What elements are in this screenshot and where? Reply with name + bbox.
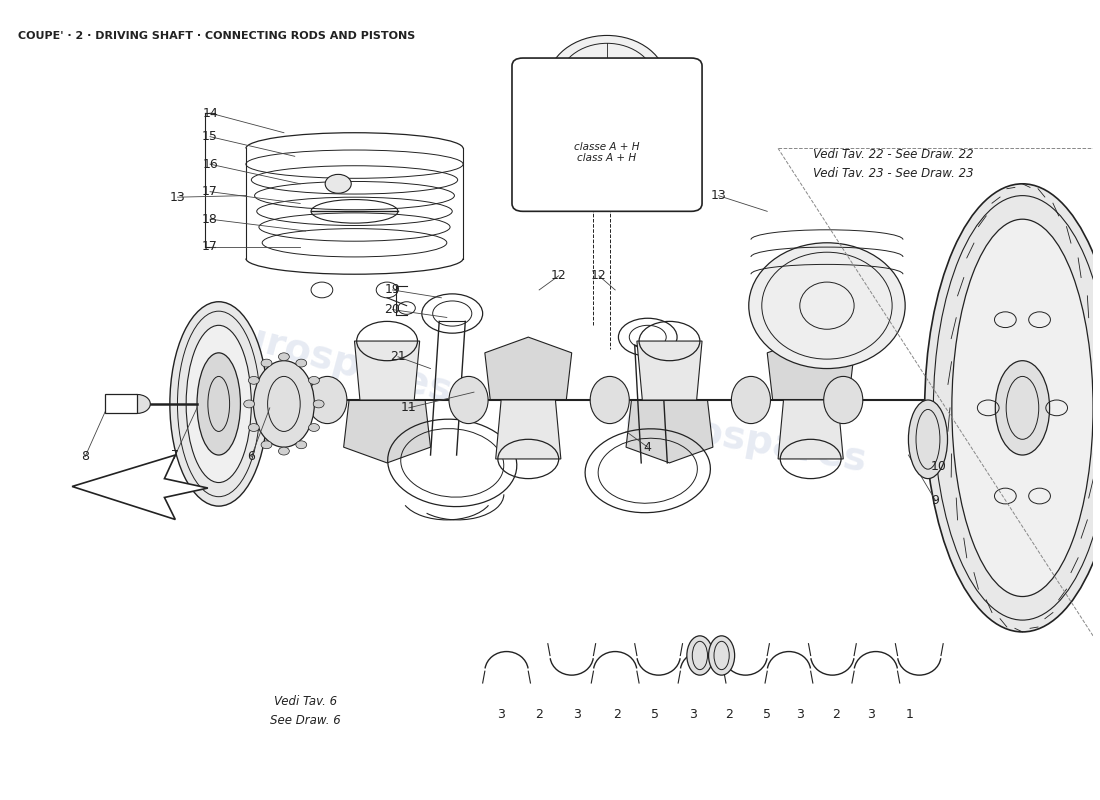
Text: 2: 2: [725, 708, 733, 721]
Text: 13: 13: [169, 190, 185, 204]
Text: 18: 18: [202, 213, 218, 226]
Polygon shape: [485, 337, 572, 400]
Circle shape: [124, 394, 151, 414]
Text: 5: 5: [763, 708, 771, 721]
Text: eurospares: eurospares: [621, 399, 870, 479]
Text: 2: 2: [832, 708, 839, 721]
Polygon shape: [767, 337, 854, 400]
Circle shape: [309, 423, 319, 431]
Text: 3: 3: [497, 708, 505, 721]
Text: Vedi Tav. 6
See Draw. 6: Vedi Tav. 6 See Draw. 6: [271, 694, 341, 726]
Ellipse shape: [308, 377, 346, 423]
Text: classe A + H
class A + H: classe A + H class A + H: [574, 142, 640, 163]
Text: 17: 17: [202, 240, 218, 254]
Text: 15: 15: [202, 130, 218, 143]
Text: 7: 7: [172, 449, 179, 462]
Polygon shape: [73, 455, 208, 519]
Text: 8: 8: [81, 450, 89, 463]
Text: 3: 3: [868, 708, 876, 721]
Ellipse shape: [952, 219, 1093, 597]
Text: 3: 3: [573, 708, 581, 721]
Bar: [104, 394, 138, 414]
Text: 2: 2: [614, 708, 622, 721]
Text: 19: 19: [385, 283, 400, 297]
Circle shape: [314, 400, 324, 408]
Polygon shape: [496, 400, 561, 459]
Circle shape: [296, 441, 307, 449]
Text: 10: 10: [931, 460, 947, 474]
Text: 1: 1: [905, 708, 913, 721]
Text: 14: 14: [202, 106, 218, 119]
Polygon shape: [354, 341, 420, 400]
Circle shape: [309, 377, 319, 384]
Ellipse shape: [169, 302, 267, 506]
Text: 17: 17: [202, 185, 218, 198]
Ellipse shape: [197, 353, 241, 455]
Ellipse shape: [909, 400, 947, 478]
Ellipse shape: [708, 636, 735, 675]
Text: eurospares: eurospares: [209, 310, 456, 411]
Ellipse shape: [749, 242, 905, 369]
Text: 4: 4: [644, 441, 651, 454]
Ellipse shape: [732, 377, 770, 423]
Circle shape: [249, 377, 260, 384]
Ellipse shape: [253, 361, 315, 447]
Ellipse shape: [548, 35, 667, 130]
Ellipse shape: [925, 184, 1100, 632]
Text: 16: 16: [202, 158, 218, 170]
Polygon shape: [343, 400, 430, 463]
Ellipse shape: [686, 636, 713, 675]
Text: 11: 11: [400, 402, 417, 414]
Text: 9: 9: [932, 494, 939, 507]
Text: Vedi Tav. 22 - See Draw. 22
Vedi Tav. 23 - See Draw. 23: Vedi Tav. 22 - See Draw. 22 Vedi Tav. 23…: [813, 149, 974, 181]
Text: 2: 2: [536, 708, 543, 721]
FancyBboxPatch shape: [512, 58, 702, 211]
Polygon shape: [626, 400, 713, 463]
Ellipse shape: [449, 377, 488, 423]
Ellipse shape: [591, 377, 629, 423]
Text: COUPE' · 2 · DRIVING SHAFT · CONNECTING RODS AND PISTONS: COUPE' · 2 · DRIVING SHAFT · CONNECTING …: [18, 30, 415, 41]
Text: 12: 12: [551, 270, 566, 282]
Polygon shape: [778, 400, 844, 459]
Circle shape: [278, 447, 289, 455]
Text: 20: 20: [385, 303, 400, 316]
Ellipse shape: [996, 361, 1049, 455]
Text: 12: 12: [591, 270, 607, 282]
Circle shape: [278, 353, 289, 361]
Text: 21: 21: [390, 350, 406, 363]
Ellipse shape: [186, 326, 251, 482]
Circle shape: [261, 441, 272, 449]
Circle shape: [261, 359, 272, 367]
Text: 13: 13: [711, 189, 726, 202]
Ellipse shape: [824, 377, 862, 423]
Text: 5: 5: [651, 708, 659, 721]
Circle shape: [249, 423, 260, 431]
Circle shape: [244, 400, 254, 408]
Text: 3: 3: [796, 708, 804, 721]
Circle shape: [326, 174, 351, 194]
Polygon shape: [637, 341, 702, 400]
Text: 6: 6: [248, 450, 255, 463]
Text: 3: 3: [690, 708, 697, 721]
Circle shape: [296, 359, 307, 367]
